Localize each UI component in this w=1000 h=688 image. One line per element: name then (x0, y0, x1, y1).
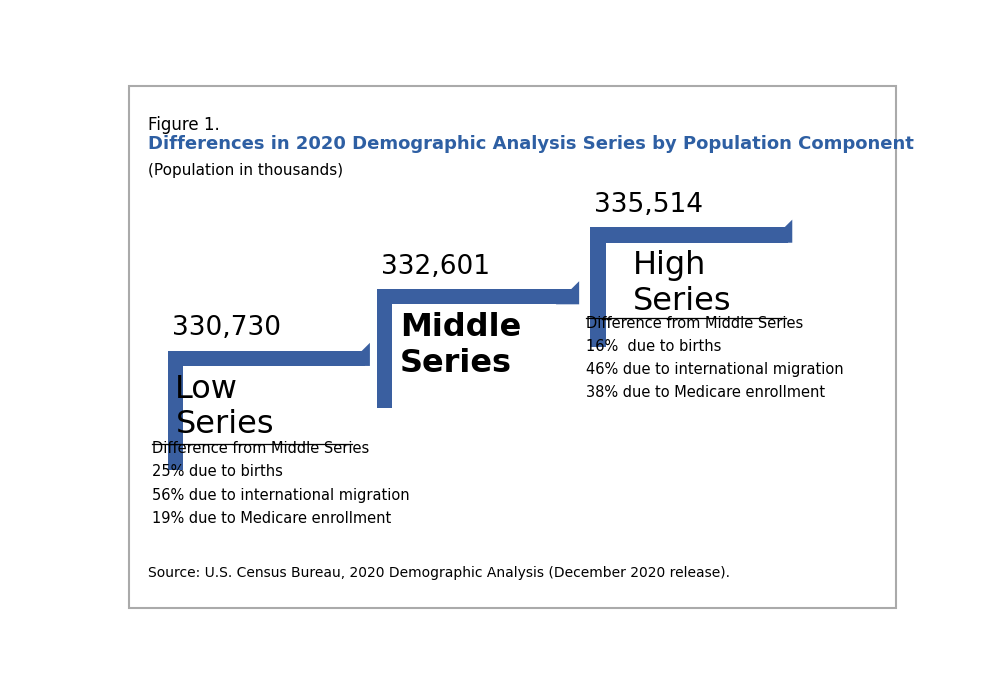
Text: 38% due to Medicare enrollment: 38% due to Medicare enrollment (586, 385, 825, 400)
Bar (377, 289, 574, 304)
Bar (590, 227, 788, 243)
Polygon shape (769, 219, 792, 243)
Bar (590, 243, 606, 347)
Text: Low
Series: Low Series (175, 374, 274, 440)
Text: 46% due to international migration: 46% due to international migration (586, 362, 844, 377)
Text: 335,514: 335,514 (594, 192, 703, 218)
Text: Middle
Series: Middle Series (400, 312, 521, 379)
Text: Difference from Middle Series: Difference from Middle Series (152, 442, 369, 456)
Bar (377, 304, 392, 408)
Polygon shape (347, 343, 370, 366)
Text: 19% due to Medicare enrollment: 19% due to Medicare enrollment (152, 510, 391, 526)
Text: Difference from Middle Series: Difference from Middle Series (586, 316, 803, 331)
Polygon shape (556, 281, 579, 304)
Text: (Population in thousands): (Population in thousands) (148, 164, 343, 178)
Text: Differences in 2020 Demographic Analysis Series by Population Component: Differences in 2020 Demographic Analysis… (148, 135, 914, 153)
Text: High
Series: High Series (633, 250, 731, 317)
Text: 25% due to births: 25% due to births (152, 464, 283, 480)
Bar (168, 366, 183, 470)
Bar (168, 350, 365, 366)
Text: Source: U.S. Census Bureau, 2020 Demographic Analysis (December 2020 release).: Source: U.S. Census Bureau, 2020 Demogra… (148, 566, 730, 580)
Text: 332,601: 332,601 (381, 254, 490, 280)
Text: Figure 1.: Figure 1. (148, 116, 220, 133)
Text: 16%  due to births: 16% due to births (586, 339, 722, 354)
Text: 330,730: 330,730 (172, 315, 280, 341)
Text: 56% due to international migration: 56% due to international migration (152, 488, 410, 502)
